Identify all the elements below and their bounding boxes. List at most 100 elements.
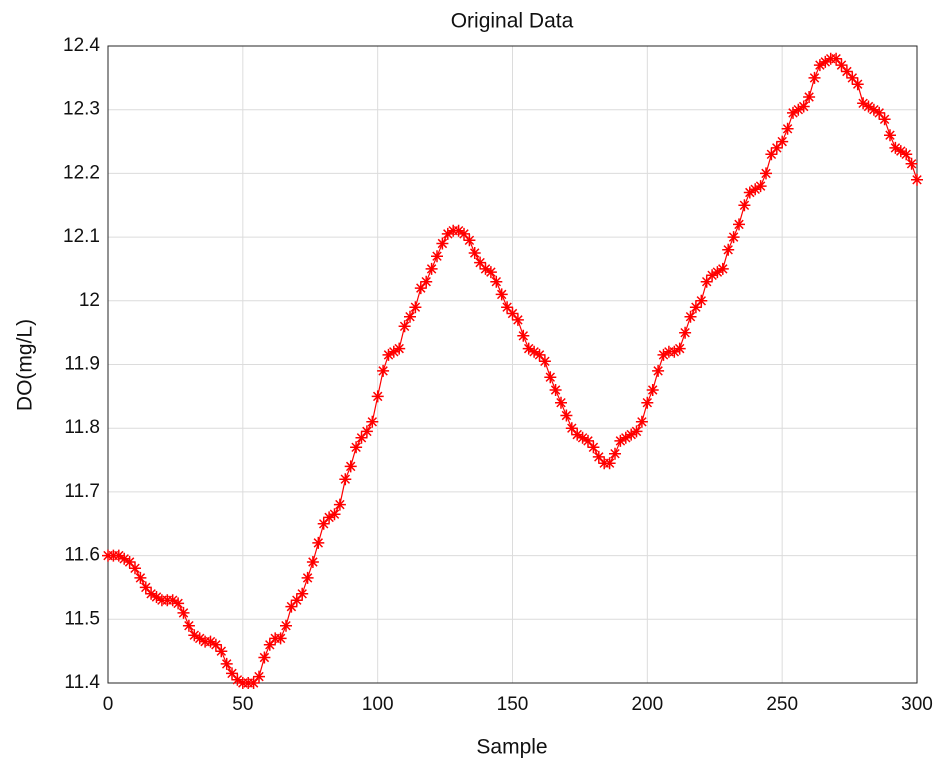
data-point: [700, 275, 713, 288]
data-point: [867, 103, 880, 116]
data-point: [646, 384, 659, 396]
data-point: [803, 91, 816, 103]
data-point: [231, 673, 244, 686]
data-point: [350, 441, 363, 454]
data-point: [522, 342, 535, 355]
data-point: [420, 275, 433, 288]
data-point: [495, 288, 508, 301]
data-point: [258, 651, 271, 664]
data-point: [894, 145, 907, 158]
data-point: [215, 645, 228, 658]
data-point: [900, 148, 913, 161]
data-point: [889, 141, 902, 154]
data-point: [344, 460, 357, 473]
data-point: [689, 301, 702, 314]
data-point: [112, 549, 125, 562]
data-point: [134, 571, 147, 584]
plot-frame: [107, 45, 918, 684]
data-point: [673, 342, 686, 355]
data-point: [619, 431, 632, 444]
data-point: [145, 587, 158, 600]
data-point: [679, 326, 692, 339]
data-point: [538, 355, 551, 368]
data-point: [285, 600, 298, 613]
data-point: [414, 282, 427, 295]
x-tick-label: 50: [232, 694, 253, 715]
data-point: [301, 571, 314, 584]
data-point: [657, 348, 670, 361]
y-tick-label: 11.7: [64, 481, 100, 502]
data-point: [711, 266, 724, 279]
data-point: [490, 275, 503, 288]
data-point: [188, 629, 201, 642]
data-point: [360, 425, 373, 438]
data-point: [328, 508, 341, 521]
y-tick-label: 12.2: [63, 162, 100, 183]
data-point: [409, 301, 422, 314]
data-point: [878, 113, 891, 126]
data-point: [862, 100, 875, 113]
data-point: [630, 425, 643, 438]
data-point: [193, 632, 206, 645]
data-point: [382, 348, 395, 361]
data-point: [576, 431, 589, 444]
data-point: [204, 635, 217, 648]
data-point: [323, 511, 336, 524]
data-point: [819, 55, 832, 68]
data-point: [280, 619, 292, 632]
data-point: [808, 71, 821, 84]
data-point: [306, 556, 319, 568]
data-point: [733, 218, 745, 231]
x-tick-label: 250: [766, 694, 798, 715]
data-point: [641, 396, 654, 409]
data-point: [668, 345, 681, 358]
x-tick-label: 150: [497, 694, 529, 715]
data-point: [129, 562, 141, 575]
data-point: [851, 78, 864, 91]
data-point: [544, 371, 557, 384]
y-tick-label: 11.5: [64, 608, 100, 629]
data-point: [571, 428, 584, 441]
data-point: [377, 364, 390, 377]
data-point: [592, 450, 605, 463]
data-point: [452, 224, 465, 237]
data-point: [177, 606, 190, 619]
data-point: [603, 457, 616, 470]
data-point: [911, 173, 923, 186]
data-point: [609, 447, 621, 460]
data-point: [781, 122, 794, 135]
data-point: [776, 135, 789, 148]
data-point: [511, 313, 524, 326]
x-axis-label: Sample: [476, 736, 547, 759]
data-point: [835, 59, 848, 72]
data-point: [474, 256, 487, 269]
data-point: [760, 167, 772, 180]
data-point: [274, 632, 287, 645]
data-point: [614, 434, 627, 447]
data-point: [263, 638, 276, 651]
data-point: [840, 65, 853, 78]
data-point: [436, 237, 449, 250]
x-tick-label: 0: [103, 694, 114, 715]
data-point: [366, 415, 379, 428]
data-point: [355, 431, 368, 444]
data-point: [220, 657, 233, 670]
data-point: [118, 552, 131, 565]
data-point: [582, 434, 594, 447]
data-point: [749, 183, 762, 196]
y-tick-label: 11.6: [64, 545, 100, 566]
data-point: [716, 262, 729, 275]
data-point: [565, 422, 578, 435]
y-tick-label: 12.4: [63, 35, 100, 56]
y-tick-label: 12.3: [63, 99, 100, 120]
data-point: [209, 638, 222, 651]
x-tick-label: 200: [631, 694, 663, 715]
data-point: [695, 294, 708, 307]
data-point: [247, 677, 260, 689]
data-point: [830, 52, 843, 65]
y-axis-label: DO(mg/L): [14, 319, 37, 411]
data-point: [479, 262, 492, 275]
data-point: [150, 591, 163, 603]
data-point: [533, 348, 546, 361]
x-tick-label: 300: [901, 694, 933, 715]
